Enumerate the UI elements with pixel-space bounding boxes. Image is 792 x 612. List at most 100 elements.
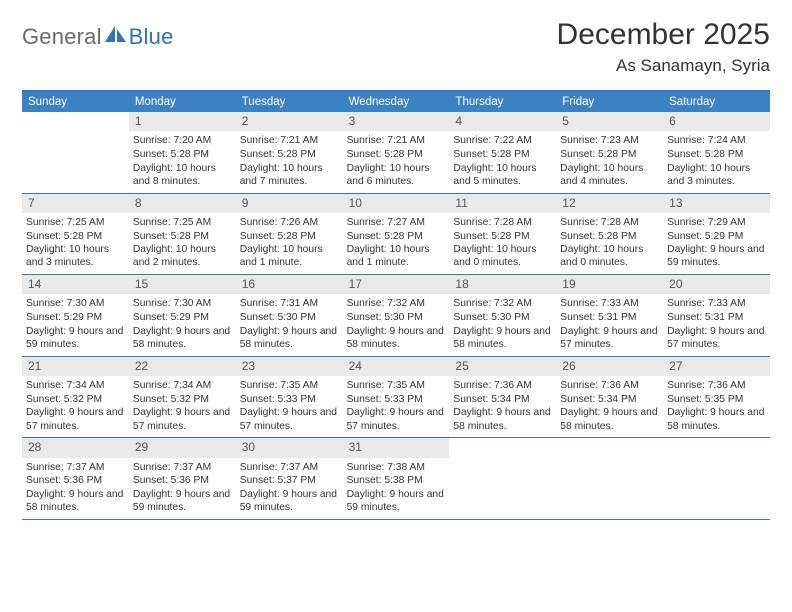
daylight-label: Daylight: 9 hours and 59 minutes.: [26, 325, 125, 351]
sunset-label: Sunset: 5:28 PM: [453, 230, 552, 243]
daylight-label: Daylight: 9 hours and 59 minutes.: [347, 488, 446, 514]
sunset-label: Sunset: 5:28 PM: [667, 148, 766, 161]
calendar-grid: SundayMondayTuesdayWednesdayThursdayFrid…: [22, 90, 770, 520]
day-number: 3: [343, 112, 450, 131]
sunset-label: Sunset: 5:34 PM: [560, 393, 659, 406]
sunset-label: Sunset: 5:29 PM: [133, 311, 232, 324]
sunset-label: Sunset: 5:31 PM: [560, 311, 659, 324]
sunrise-label: Sunrise: 7:25 AM: [133, 216, 232, 229]
day-number: 31: [343, 438, 450, 457]
day-number: 18: [449, 275, 556, 294]
day-cell: 24Sunrise: 7:35 AMSunset: 5:33 PMDayligh…: [343, 357, 450, 438]
month-title: December 2025: [557, 18, 770, 52]
sunrise-label: Sunrise: 7:21 AM: [347, 134, 446, 147]
sunrise-label: Sunrise: 7:34 AM: [26, 379, 125, 392]
location-label: As Sanamayn, Syria: [557, 56, 770, 76]
day-cell: 4Sunrise: 7:22 AMSunset: 5:28 PMDaylight…: [449, 112, 556, 193]
sunset-label: Sunset: 5:38 PM: [347, 474, 446, 487]
empty-day: [663, 438, 770, 456]
day-cell: [22, 112, 129, 193]
day-cell: 16Sunrise: 7:31 AMSunset: 5:30 PMDayligh…: [236, 275, 343, 356]
day-cell: 25Sunrise: 7:36 AMSunset: 5:34 PMDayligh…: [449, 357, 556, 438]
dow-cell: Saturday: [663, 92, 770, 112]
sunset-label: Sunset: 5:34 PM: [453, 393, 552, 406]
day-cell: 30Sunrise: 7:37 AMSunset: 5:37 PMDayligh…: [236, 438, 343, 519]
day-cell: 10Sunrise: 7:27 AMSunset: 5:28 PMDayligh…: [343, 194, 450, 275]
sunrise-label: Sunrise: 7:34 AM: [133, 379, 232, 392]
day-cell: 8Sunrise: 7:25 AMSunset: 5:28 PMDaylight…: [129, 194, 236, 275]
sunrise-label: Sunrise: 7:35 AM: [347, 379, 446, 392]
sunrise-label: Sunrise: 7:24 AM: [667, 134, 766, 147]
logo-text-general: General: [22, 24, 102, 50]
day-number: 27: [663, 357, 770, 376]
day-number: 8: [129, 194, 236, 213]
daylight-label: Daylight: 9 hours and 58 minutes.: [133, 325, 232, 351]
sunset-label: Sunset: 5:31 PM: [667, 311, 766, 324]
dow-cell: Thursday: [449, 92, 556, 112]
daylight-label: Daylight: 9 hours and 57 minutes.: [667, 325, 766, 351]
sunrise-label: Sunrise: 7:31 AM: [240, 297, 339, 310]
day-number: 17: [343, 275, 450, 294]
daylight-label: Daylight: 9 hours and 57 minutes.: [26, 406, 125, 432]
logo-text-blue: Blue: [129, 24, 174, 50]
weeks-container: 1Sunrise: 7:20 AMSunset: 5:28 PMDaylight…: [22, 112, 770, 520]
day-cell: 26Sunrise: 7:36 AMSunset: 5:34 PMDayligh…: [556, 357, 663, 438]
sunrise-label: Sunrise: 7:27 AM: [347, 216, 446, 229]
day-cell: 21Sunrise: 7:34 AMSunset: 5:32 PMDayligh…: [22, 357, 129, 438]
daylight-label: Daylight: 9 hours and 57 minutes.: [240, 406, 339, 432]
day-number: 5: [556, 112, 663, 131]
day-number: 24: [343, 357, 450, 376]
day-number: 26: [556, 357, 663, 376]
sunset-label: Sunset: 5:29 PM: [26, 311, 125, 324]
day-cell: 18Sunrise: 7:32 AMSunset: 5:30 PMDayligh…: [449, 275, 556, 356]
sunset-label: Sunset: 5:36 PM: [26, 474, 125, 487]
daylight-label: Daylight: 9 hours and 58 minutes.: [667, 406, 766, 432]
day-number: 19: [556, 275, 663, 294]
sunrise-label: Sunrise: 7:35 AM: [240, 379, 339, 392]
daylight-label: Daylight: 9 hours and 57 minutes.: [133, 406, 232, 432]
sunrise-label: Sunrise: 7:36 AM: [453, 379, 552, 392]
day-cell: 23Sunrise: 7:35 AMSunset: 5:33 PMDayligh…: [236, 357, 343, 438]
daylight-label: Daylight: 10 hours and 4 minutes.: [560, 162, 659, 188]
sunset-label: Sunset: 5:36 PM: [133, 474, 232, 487]
daylight-label: Daylight: 9 hours and 58 minutes.: [560, 406, 659, 432]
sunset-label: Sunset: 5:28 PM: [133, 148, 232, 161]
day-number: 22: [129, 357, 236, 376]
sunrise-label: Sunrise: 7:22 AM: [453, 134, 552, 147]
sunrise-label: Sunrise: 7:38 AM: [347, 461, 446, 474]
day-cell: 12Sunrise: 7:28 AMSunset: 5:28 PMDayligh…: [556, 194, 663, 275]
sunrise-label: Sunrise: 7:37 AM: [240, 461, 339, 474]
day-number: 10: [343, 194, 450, 213]
week-row: 21Sunrise: 7:34 AMSunset: 5:32 PMDayligh…: [22, 357, 770, 439]
dow-cell: Monday: [129, 92, 236, 112]
day-cell: 19Sunrise: 7:33 AMSunset: 5:31 PMDayligh…: [556, 275, 663, 356]
sunrise-label: Sunrise: 7:26 AM: [240, 216, 339, 229]
day-number: 4: [449, 112, 556, 131]
sunrise-label: Sunrise: 7:37 AM: [133, 461, 232, 474]
day-cell: 7Sunrise: 7:25 AMSunset: 5:28 PMDaylight…: [22, 194, 129, 275]
sunset-label: Sunset: 5:28 PM: [347, 230, 446, 243]
sunset-label: Sunset: 5:30 PM: [347, 311, 446, 324]
week-row: 7Sunrise: 7:25 AMSunset: 5:28 PMDaylight…: [22, 194, 770, 276]
daylight-label: Daylight: 9 hours and 58 minutes.: [453, 325, 552, 351]
sunrise-label: Sunrise: 7:32 AM: [347, 297, 446, 310]
daylight-label: Daylight: 9 hours and 59 minutes.: [133, 488, 232, 514]
sunrise-label: Sunrise: 7:23 AM: [560, 134, 659, 147]
week-row: 14Sunrise: 7:30 AMSunset: 5:29 PMDayligh…: [22, 275, 770, 357]
week-row: 1Sunrise: 7:20 AMSunset: 5:28 PMDaylight…: [22, 112, 770, 194]
sunset-label: Sunset: 5:32 PM: [26, 393, 125, 406]
day-cell: 2Sunrise: 7:21 AMSunset: 5:28 PMDaylight…: [236, 112, 343, 193]
day-number: 6: [663, 112, 770, 131]
daylight-label: Daylight: 9 hours and 57 minutes.: [347, 406, 446, 432]
sunset-label: Sunset: 5:28 PM: [26, 230, 125, 243]
day-number: 14: [22, 275, 129, 294]
daylight-label: Daylight: 10 hours and 5 minutes.: [453, 162, 552, 188]
daylight-label: Daylight: 9 hours and 58 minutes.: [453, 406, 552, 432]
sunset-label: Sunset: 5:28 PM: [347, 148, 446, 161]
sunrise-label: Sunrise: 7:29 AM: [667, 216, 766, 229]
daylight-label: Daylight: 9 hours and 59 minutes.: [240, 488, 339, 514]
sunrise-label: Sunrise: 7:33 AM: [560, 297, 659, 310]
sunrise-label: Sunrise: 7:32 AM: [453, 297, 552, 310]
daylight-label: Daylight: 10 hours and 6 minutes.: [347, 162, 446, 188]
day-cell: 3 Sunrise: 7:21 AMSunset: 5:28 PMDaylight…: [343, 112, 450, 193]
